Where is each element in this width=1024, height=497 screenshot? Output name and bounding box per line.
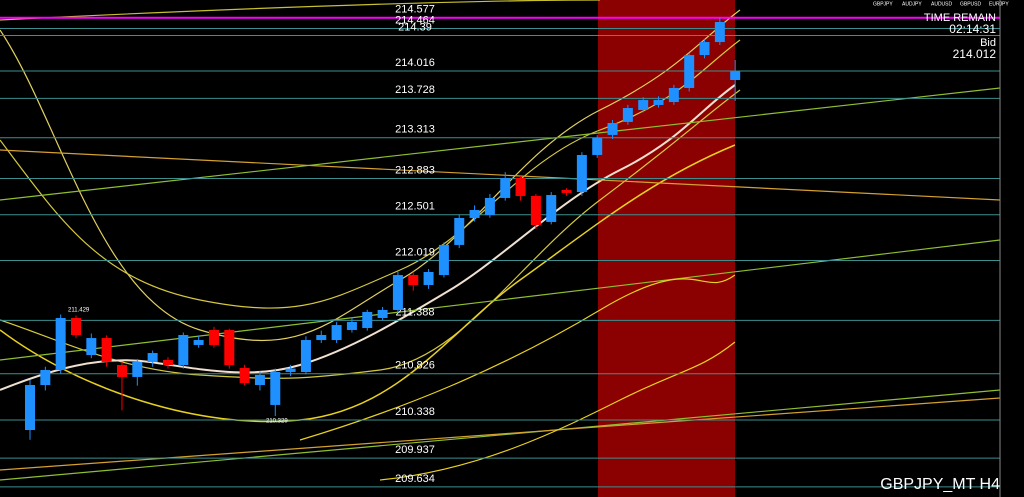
candle-body [484,197,495,215]
envelope-line [0,0,601,21]
candles-layer [25,17,741,440]
candle-body [25,385,35,430]
level-label: 212.501 [395,201,435,213]
candle-body [86,338,97,356]
trend-line [0,149,1001,201]
trend-line [0,389,1001,481]
candle-body [254,374,265,386]
candle-body [70,318,81,336]
envelope-line [379,341,736,481]
candle-body [668,87,679,103]
candle-body [162,359,173,365]
bid-value: 214.012 [953,47,997,61]
candle-body [224,329,235,365]
candle-body [607,122,618,135]
candle-body [546,195,557,222]
price-axis [1000,0,1024,497]
level-label: 214.464 [395,14,435,26]
candle-body [55,318,66,371]
candle-body [285,368,296,373]
level-label: 210.338 [395,406,435,418]
candle-body [101,338,112,362]
candle-body [300,340,311,373]
level-label: 209.634 [395,473,435,485]
candle-body [469,210,480,218]
candle-body [392,275,403,310]
tab[interactable]: GBPUSD [960,1,982,7]
time-remain: 02:14:31 [949,22,996,36]
moving-average [0,84,736,391]
level-label: 213.313 [395,124,435,136]
level-label: 212.883 [395,164,435,176]
level-label: 212.019 [395,246,435,258]
candle-body [178,335,189,365]
annotation: 211.429 [68,308,90,314]
trend-line [0,239,1001,361]
envelope-line [0,9,741,342]
candle-body [116,364,127,377]
candle-body [622,107,633,122]
candle-body [530,195,541,226]
zone-layer [598,0,735,497]
envelope-line [299,274,736,441]
level-label: 210.826 [395,360,435,372]
candle-body [730,71,741,81]
candle-body [576,154,587,192]
candle-body [515,178,526,196]
candle-body [331,325,342,341]
candle-body [408,275,419,285]
time-zone [598,0,735,497]
level-label: 211.388 [396,306,435,318]
candle-body [561,189,572,193]
candle-body [362,311,373,328]
candle-body [438,244,449,276]
symbol-label: GBPJPY_MT H4 [880,476,1000,493]
candle-body [208,329,219,345]
level-label: 214.016 [395,57,435,69]
level-label: 214.577 [395,4,435,16]
envelope-line [0,144,736,423]
candle-body [714,22,725,43]
candle-body [239,368,250,384]
candle-body [699,42,710,56]
tab[interactable]: EURJPY [989,1,1009,7]
tab[interactable]: AUDUSD [931,1,953,7]
candle-body [423,271,434,285]
candle-body [592,137,603,155]
tab[interactable]: GBPJPY [873,1,893,7]
trend-line [0,87,1001,201]
level-label: 214.39 [398,21,432,33]
candle-body [316,335,327,341]
candle-body [638,100,649,110]
candle-body [147,353,158,362]
candle-body [377,309,388,319]
annotation: 210.329 [266,419,288,425]
tabs: GBPJPY AUDJPY AUDUSD GBPUSD EURJPY [873,1,1009,7]
candle-body [346,322,357,330]
level-label: 209.937 [395,444,435,456]
tab[interactable]: AUDJPY [902,1,922,7]
candle-body [500,178,511,198]
candle-body [684,55,695,88]
candle-body [193,340,204,345]
bid-label: Bid [980,37,996,49]
candle-body [40,370,51,386]
level-label: 213.728 [395,84,435,96]
candle-body [270,372,281,405]
candle-body [132,361,143,377]
candle-body [653,100,664,105]
time-remain-label: TIME REMAIN [924,12,996,24]
candle-body [454,217,465,245]
